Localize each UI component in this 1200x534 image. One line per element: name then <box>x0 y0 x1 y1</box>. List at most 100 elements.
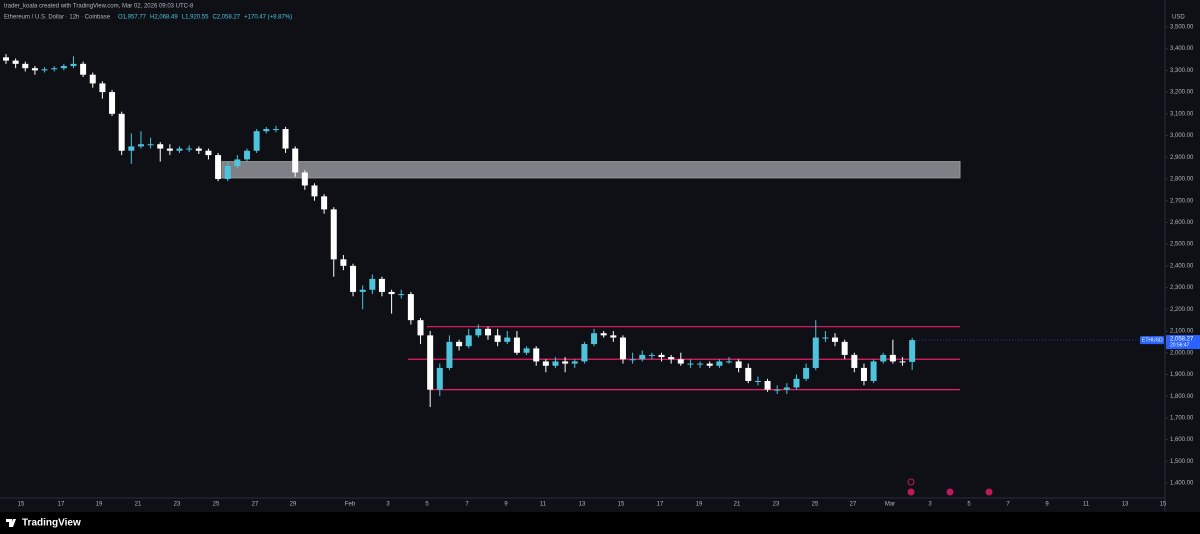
candle-body <box>330 209 337 260</box>
candle-body <box>581 344 588 362</box>
candle-body <box>880 354 887 362</box>
x-tick-label: 21 <box>734 502 741 508</box>
candle-body <box>427 335 434 390</box>
x-tick-label: Mar <box>885 502 895 508</box>
y-tick-label: 2,700.00 <box>1170 198 1194 204</box>
x-tick-label: 29 <box>290 502 297 508</box>
candle-body <box>253 131 260 151</box>
x-tick-label: 7 <box>465 502 469 508</box>
candle-body <box>629 359 636 361</box>
footer-bar <box>0 512 1200 534</box>
x-tick-label: 21 <box>135 502 142 508</box>
candle-body <box>3 57 9 61</box>
candle-body <box>31 68 38 71</box>
candle-body <box>60 66 67 69</box>
ticker: ETHUSD <box>1142 337 1163 343</box>
ticker-tag <box>1140 336 1164 345</box>
x-tick-label: 19 <box>96 502 103 508</box>
y-tick-label: 2,900.00 <box>1170 155 1194 161</box>
candle-body <box>388 291 395 295</box>
candle-body <box>668 357 675 360</box>
candle-body <box>754 380 761 382</box>
x-tick-label: 17 <box>657 502 664 508</box>
x-tick-label: 13 <box>579 502 586 508</box>
y-tick-label: 3,100.00 <box>1170 111 1194 117</box>
brand: TradingView <box>22 518 81 529</box>
x-tick-label: 17 <box>58 502 65 508</box>
x-tick-label: 7 <box>1006 502 1010 508</box>
candle-body <box>562 361 569 364</box>
y-tick-label: 1,700.00 <box>1170 415 1194 421</box>
x-tick-label: 3 <box>928 502 932 508</box>
y-tick-label: 1,800.00 <box>1170 394 1194 400</box>
ohlc-legend: L1,920.55 <box>182 15 209 21</box>
candle-body <box>494 335 501 342</box>
x-tick-label: 27 <box>850 502 857 508</box>
y-tick-label: 2,300.00 <box>1170 285 1194 291</box>
x-tick-label: 3 <box>386 502 390 508</box>
candle-body <box>793 378 800 388</box>
candle-body <box>12 60 19 64</box>
candle-body <box>70 63 77 67</box>
candle-body <box>80 63 87 75</box>
ohlc-legend: C2,058.27 <box>212 15 240 21</box>
candle-body <box>378 278 385 292</box>
candle-body <box>764 380 771 390</box>
x-tick-label: 15 <box>1160 502 1167 508</box>
candle-body <box>292 148 299 173</box>
candle-body <box>504 337 511 342</box>
x-tick-label: 23 <box>773 502 780 508</box>
candle-body <box>591 333 598 345</box>
candle-body <box>350 265 357 292</box>
candle-body <box>398 294 405 296</box>
x-tick-label: 9 <box>1045 502 1049 508</box>
y-tick-label: 1,900.00 <box>1170 372 1194 378</box>
candle-body <box>41 69 48 71</box>
candle-body <box>658 354 665 358</box>
candle-body <box>205 150 212 156</box>
x-tick-label: 25 <box>812 502 819 508</box>
x-tick-label: 15 <box>618 502 625 508</box>
candle-body <box>677 359 684 364</box>
candle-body <box>311 185 318 197</box>
candle-body <box>118 113 125 151</box>
candle-body <box>465 335 472 347</box>
candle-body <box>234 159 241 166</box>
x-tick-label: 11 <box>1083 502 1090 508</box>
x-tick-label: 11 <box>540 502 547 508</box>
candle-body <box>137 144 144 147</box>
candle-body <box>600 333 607 336</box>
candle-body <box>552 361 559 366</box>
last-price: 2,058.27 <box>1170 337 1194 343</box>
x-tick-label: 5 <box>967 502 971 508</box>
ohlc-legend: +170.47 (+8.87%) <box>244 15 292 21</box>
logo <box>6 519 16 527</box>
x-tick-label: 13 <box>1122 502 1129 508</box>
x-tick-label: 27 <box>252 502 259 508</box>
y-tick-label: 3,200.00 <box>1170 90 1194 96</box>
candle-body <box>109 92 116 114</box>
price-tag <box>1166 335 1200 350</box>
candle-body <box>89 74 96 84</box>
candle-body <box>523 348 530 353</box>
candle-body <box>475 328 482 336</box>
candle-body <box>417 320 424 336</box>
x-tick-label: Feb <box>345 502 356 508</box>
y-tick-label: 1,400.00 <box>1170 481 1194 487</box>
candle-body <box>832 337 839 342</box>
candle-body <box>513 337 520 353</box>
y-tick-label: 3,500.00 <box>1170 25 1194 31</box>
ohlc-legend: O1,957.77 <box>118 15 147 21</box>
candle-body <box>321 196 328 210</box>
y-tick-label: 2,200.00 <box>1170 307 1194 313</box>
candle-body <box>369 278 376 290</box>
candle-body <box>263 129 270 132</box>
candle-body <box>456 341 463 347</box>
ohlc-legend: H2,068.49 <box>150 15 178 21</box>
candle-body <box>619 337 626 360</box>
candle-body <box>571 361 578 364</box>
currency: USD <box>1172 15 1185 21</box>
